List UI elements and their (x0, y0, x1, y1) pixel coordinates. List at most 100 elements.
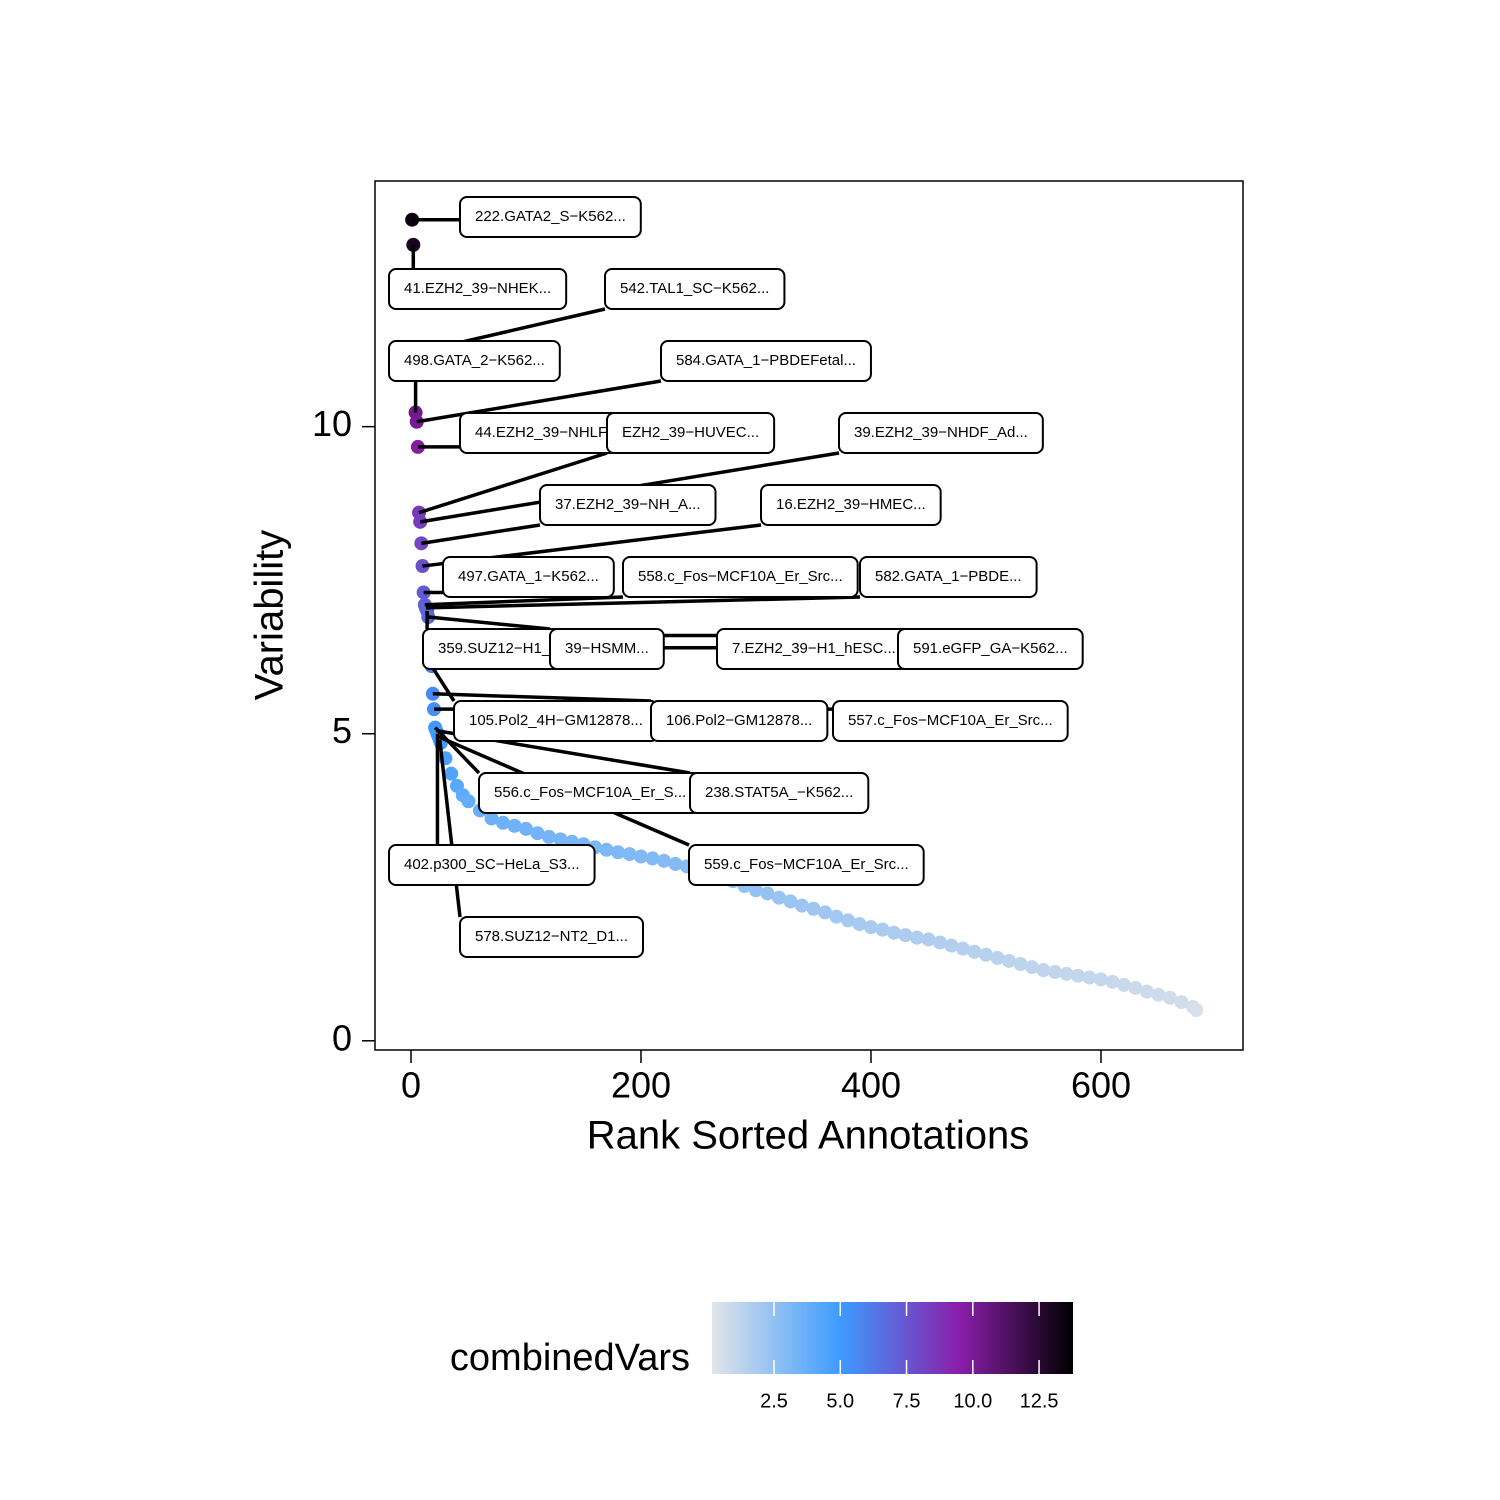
point (507, 818, 522, 833)
point (633, 849, 648, 864)
point (622, 847, 637, 862)
point (875, 922, 890, 937)
annotation: 558.c_Fos−MCF10A_Er_Src... (622, 556, 859, 598)
label-text: 578.SUZ12−NT2_D1... (475, 928, 628, 945)
label-text: 497.GATA_1−K562... (458, 568, 599, 585)
label-segment (424, 595, 624, 607)
annotation: EZH2_39−HUVEC... (606, 412, 776, 454)
label-text: 105.Pol2_4H−GM12878... (469, 712, 643, 729)
label-segment (428, 615, 551, 631)
annotation: 578.SUZ12−NT2_D1... (459, 916, 644, 958)
point (553, 832, 568, 847)
y-tick-label: 5 (332, 710, 352, 751)
point (932, 935, 947, 950)
y-axis-title: Variability (248, 530, 292, 700)
label-text: 559.c_Fos−MCF10A_Er_Src... (704, 856, 909, 873)
label-text: 106.Pol2−GM12878... (666, 712, 812, 729)
point (1047, 965, 1062, 980)
label-text: 558.c_Fos−MCF10A_Er_Src... (638, 568, 843, 585)
point (829, 909, 844, 924)
annotation: 559.c_Fos−MCF10A_Er_Src... (688, 844, 925, 886)
point (484, 811, 499, 826)
annotation: 584.GATA_1−PBDEFetal... (660, 340, 872, 382)
point (806, 901, 821, 916)
point (955, 941, 970, 956)
label-segment (421, 523, 541, 546)
x-tick-label: 400 (841, 1065, 901, 1106)
point (656, 853, 671, 868)
point (863, 920, 878, 935)
annotation: 16.EZH2_39−HMEC... (760, 484, 942, 526)
point (1059, 966, 1074, 981)
annotation: 591.eGFP_GA−K562... (897, 628, 1084, 670)
label-box (832, 700, 1069, 742)
label-segment (438, 739, 462, 918)
label-box (388, 268, 568, 310)
annotation: 497.GATA_1−K562... (442, 556, 615, 598)
label-box (442, 556, 615, 598)
point (978, 947, 993, 962)
point (990, 950, 1005, 965)
point (794, 898, 809, 913)
point (909, 930, 924, 945)
point (1116, 977, 1131, 992)
point (840, 913, 855, 928)
y-tick-label: 0 (332, 1017, 352, 1058)
legend-title: combinedVars (450, 1337, 690, 1379)
label-box (897, 628, 1084, 670)
point (1082, 970, 1097, 985)
label-box (459, 916, 644, 958)
annotation: 556.c_Fos−MCF10A_Er_S... (478, 772, 703, 814)
label-text: 402.p300_SC−HeLa_S3... (404, 856, 580, 873)
label-text: 44.EZH2_39−NHLF... (475, 424, 618, 441)
point (1070, 968, 1085, 983)
label-box (622, 556, 859, 598)
label-box (539, 484, 717, 526)
x-tick-label: 0 (401, 1065, 421, 1106)
point (1001, 953, 1016, 968)
point (771, 890, 786, 905)
annotation: 39−HSMM... (549, 628, 665, 670)
label-segment (432, 692, 652, 703)
label-text: 557.c_Fos−MCF10A_Er_Src... (848, 712, 1053, 729)
colorbar-tick-label: 5.0 (826, 1390, 854, 1412)
point (898, 928, 913, 943)
point (444, 766, 459, 781)
label-segment (425, 595, 861, 610)
label-text: 222.GATA2_S−K562... (475, 208, 626, 225)
label-box (660, 340, 872, 382)
point (1189, 1003, 1204, 1018)
annotation: 39.EZH2_39−NHDF_Ad... (838, 412, 1044, 454)
point (852, 917, 867, 932)
annotation: 106.Pol2−GM12878... (650, 700, 829, 742)
label-text: 39−HSMM... (565, 640, 649, 657)
annotation: 557.c_Fos−MCF10A_Er_Src... (832, 700, 1069, 742)
colorbar-tick-label: 7.5 (893, 1390, 921, 1412)
point (610, 845, 625, 860)
label-box (549, 628, 665, 670)
annotation: 582.GATA_1−PBDE... (859, 556, 1038, 598)
point (1024, 960, 1039, 975)
point (967, 944, 982, 959)
label-box (388, 844, 596, 886)
y-tick-label: 10 (312, 403, 352, 444)
annotation: 7.EZH2_39−H1_hESC... (716, 628, 912, 670)
point (461, 794, 476, 809)
point (760, 886, 775, 901)
point (748, 883, 763, 898)
point (783, 894, 798, 909)
label-text: 37.EZH2_39−NH_A... (555, 496, 701, 513)
annotation: 105.Pol2_4H−GM12878... (453, 700, 659, 742)
annotation: 238.STAT5A_−K562... (689, 772, 870, 814)
point (530, 826, 545, 841)
x-tick-label: 600 (1071, 1065, 1131, 1106)
annotation: 498.GATA_2−K562... (388, 340, 561, 382)
label-text: 498.GATA_2−K562... (404, 352, 545, 369)
annotation: 542.TAL1_SC−K562... (604, 268, 786, 310)
point (518, 821, 533, 836)
label-box (459, 196, 642, 238)
colorbar (712, 1302, 1073, 1374)
label-box (689, 772, 870, 814)
point (1105, 974, 1120, 989)
